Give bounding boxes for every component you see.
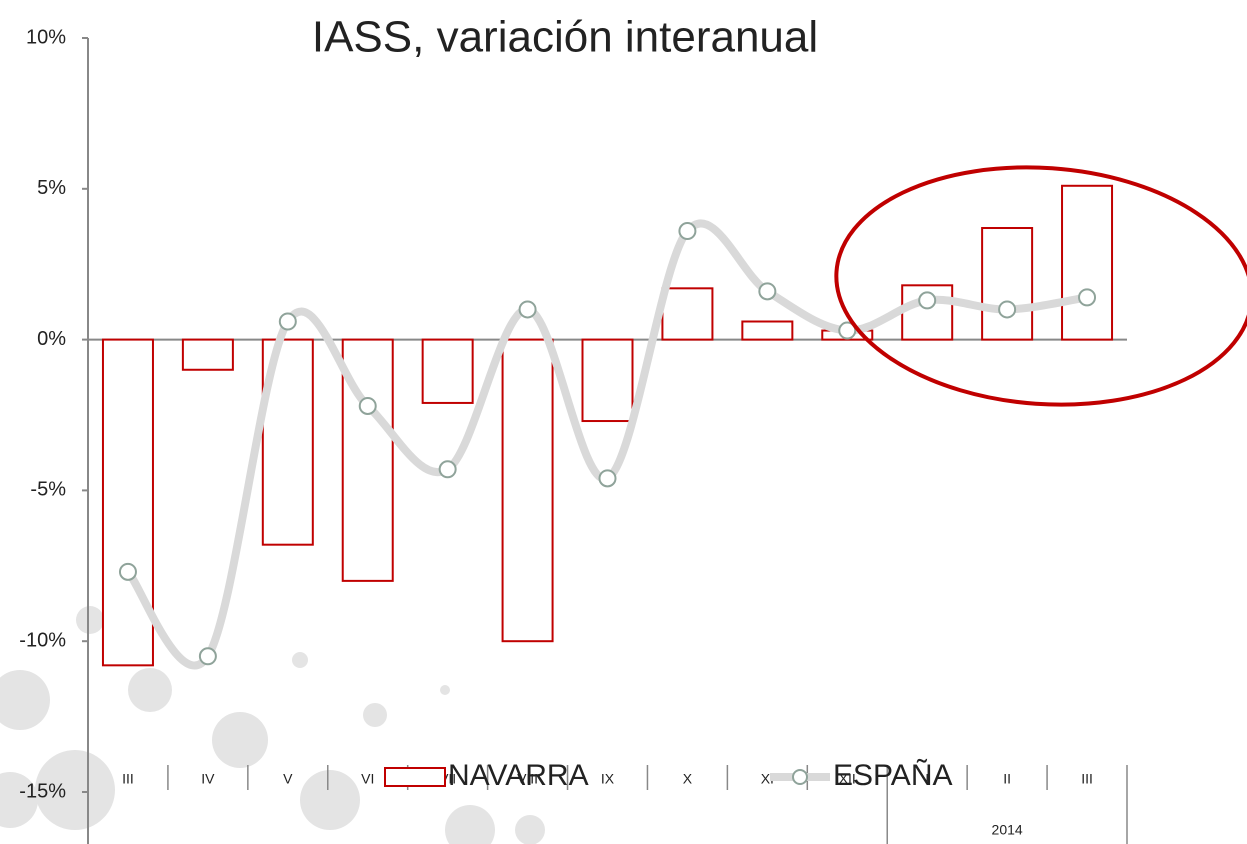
x-tick-label: V: [283, 771, 293, 787]
y-tick-label: -10%: [19, 629, 66, 651]
line-marker: [758, 282, 777, 301]
x-tick-label: VI: [361, 771, 374, 787]
bar: [981, 227, 1034, 341]
x-tick-label: IX: [601, 771, 615, 787]
x-tick-label: I: [925, 771, 929, 787]
bar: [1061, 184, 1114, 341]
background-decoration: [0, 606, 545, 844]
y-tick-label: 0%: [37, 328, 66, 350]
line-marker: [678, 222, 697, 241]
x-tick-label: IV: [201, 771, 215, 787]
x-tick-label: X: [683, 771, 693, 787]
line-marker: [598, 469, 617, 488]
line-marker: [518, 300, 537, 319]
legend-swatch: [384, 767, 446, 787]
highlight-ellipse: [834, 165, 1247, 407]
bar: [741, 320, 794, 341]
bar: [661, 287, 714, 341]
y-tick-label: -15%: [19, 780, 66, 802]
x-tick-label: III: [122, 771, 134, 787]
legend-label: ESPAÑA: [833, 758, 953, 792]
line-marker: [1078, 288, 1097, 307]
x-tick-label: VIII: [517, 771, 538, 787]
y-tick-label: 10%: [26, 26, 66, 48]
chart-title: IASS, variación interanual: [312, 13, 818, 62]
line: [123, 219, 1092, 670]
y-tick-label: -5%: [30, 479, 66, 501]
line-marker: [358, 396, 377, 415]
x-tick-label: II: [1003, 771, 1011, 787]
x-tick-label: XII: [839, 771, 856, 787]
line-marker: [838, 321, 857, 340]
bar: [181, 338, 234, 371]
line-marker: [118, 562, 137, 581]
line-marker: [918, 291, 937, 310]
bar: [581, 338, 634, 423]
legend-swatch: [792, 769, 808, 785]
legend-label: NAVARRA: [448, 759, 589, 792]
bar: [421, 338, 474, 404]
line-marker: [198, 647, 217, 666]
bar: [101, 338, 154, 667]
line-marker: [278, 312, 297, 331]
group-label: 2014: [992, 822, 1023, 838]
line-marker: [438, 460, 457, 479]
plot-area: -15%-10%-5%0%5%10%III IV V VI VII VIII IX X XI XI…: [19, 26, 1128, 844]
y-tick-label: 5%: [37, 177, 66, 199]
line-marker: [998, 300, 1017, 319]
x-tick-label: III: [1081, 771, 1093, 787]
bar: [501, 338, 554, 643]
